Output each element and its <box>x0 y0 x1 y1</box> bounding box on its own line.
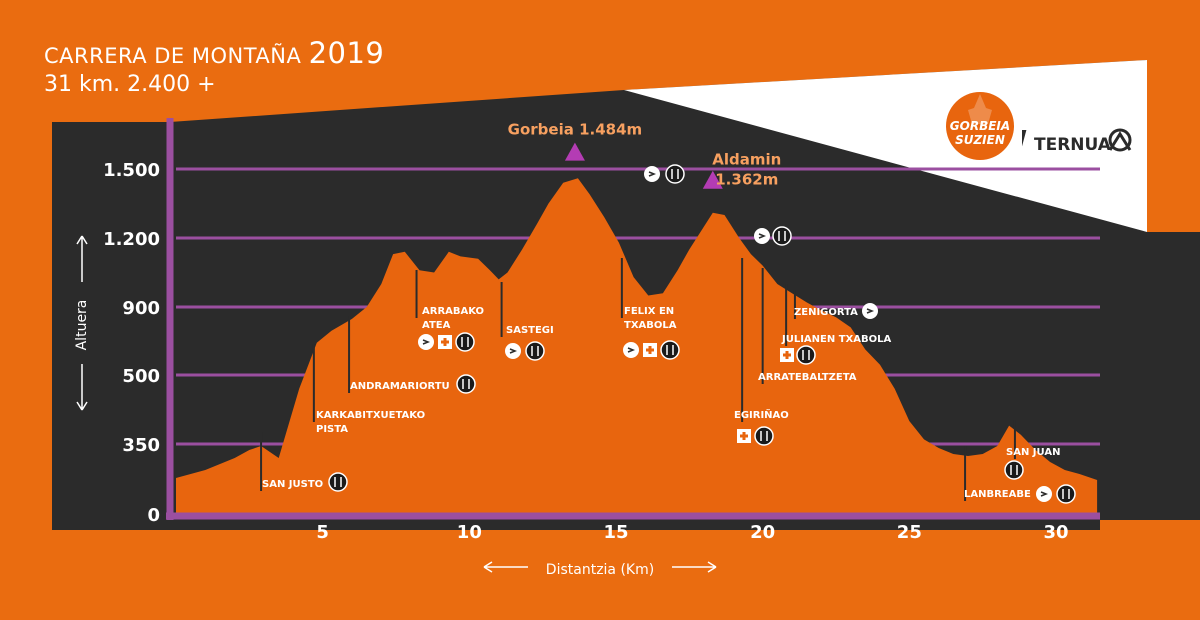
checkpoint-arrow <box>627 347 636 353</box>
up-arrow-icon <box>76 235 88 282</box>
x-tick-label: 25 <box>897 522 922 543</box>
checkpoint-arrow <box>758 233 767 239</box>
first-aid-cross <box>646 346 654 354</box>
ternua-logo: TERNUA <box>1022 128 1132 155</box>
logo-line1: GORBEIA <box>950 119 1010 133</box>
left-arrow-icon <box>483 561 528 573</box>
poi-label: EGIRIÑAO <box>734 408 789 421</box>
page-subtitle: 31 km. 2.400 + <box>44 72 216 97</box>
x-tick-label: 5 <box>316 522 329 543</box>
first-aid-cross <box>783 351 791 359</box>
logo-wedge <box>624 60 1147 232</box>
y-tick-label: 900 <box>122 298 160 319</box>
poi-label: SAN JUSTO <box>262 479 323 490</box>
title-main: CARRERA DE MONTAÑA <box>44 44 302 68</box>
food-icon <box>1004 460 1024 480</box>
y-tick-label: 500 <box>122 366 160 387</box>
peak-value-label: 1.362m <box>715 171 778 189</box>
poi-label: SAN JUAN <box>1006 447 1060 458</box>
poi-label: SASTEGI <box>506 325 554 336</box>
food-utensils <box>462 379 470 389</box>
food-utensils <box>802 350 810 360</box>
x-axis-title: Distantzia (Km) <box>546 562 654 578</box>
x-tick-label: 30 <box>1043 522 1068 543</box>
x-tick-label: 20 <box>750 522 775 543</box>
y-tick-label: 350 <box>122 435 160 456</box>
food-icon <box>660 340 680 360</box>
food-utensils <box>778 231 786 241</box>
sponsor-name: TERNUA <box>1034 135 1112 155</box>
food-utensils <box>1010 465 1018 475</box>
checkpoint-arrow <box>1040 491 1049 497</box>
food-icon <box>455 332 475 352</box>
poi-label: ZENIGORTA <box>794 307 858 318</box>
food-icon <box>754 426 774 446</box>
poi-label: FELIX EN <box>624 306 674 317</box>
peak-marker-icon <box>702 170 723 189</box>
checkpoint-arrow <box>509 348 518 354</box>
food-icon <box>1056 484 1076 504</box>
poi-label: KARKABITXUETAKO <box>316 410 425 421</box>
poi-label: ANDRAMARIORTU <box>350 381 450 392</box>
food-icon <box>525 341 545 361</box>
down-arrow-icon <box>76 364 88 411</box>
y-tick-label: 1.500 <box>103 160 160 181</box>
gorbeia-suzien-logo: GORBEIA SUZIEN <box>946 92 1014 160</box>
first-aid-cross <box>441 338 449 346</box>
food-icon <box>796 345 816 365</box>
checkpoint-arrow <box>422 339 431 345</box>
peak-label: Gorbeia 1.484m <box>508 121 643 139</box>
food-icon <box>665 164 685 184</box>
food-utensils <box>760 431 768 441</box>
poi-label-line2: PISTA <box>316 424 348 435</box>
food-icon <box>328 472 348 492</box>
food-icon <box>772 226 792 246</box>
checkpoint-arrow <box>866 308 875 314</box>
y-axis-title: Altuera <box>74 300 90 351</box>
x-tick-label: 10 <box>457 522 482 543</box>
food-utensils <box>1062 489 1070 499</box>
poi-label: LANBREABE <box>964 489 1031 500</box>
page-title: CARRERA DE MONTAÑA 2019 <box>44 36 384 70</box>
peak-label: Aldamin <box>712 151 781 169</box>
title-year: 2019 <box>308 36 385 70</box>
poi-label: ARRATEBALTZETA <box>758 372 857 383</box>
food-icon <box>456 374 476 394</box>
food-utensils <box>461 337 469 347</box>
poi-label-line2: TXABOLA <box>624 320 677 331</box>
right-arrow-icon <box>672 561 717 573</box>
food-utensils <box>531 346 539 356</box>
first-aid-cross <box>740 432 748 440</box>
poi-label-line2: ATEA <box>422 320 451 331</box>
x-tick-label: 15 <box>603 522 628 543</box>
peak-marker-icon <box>564 142 585 161</box>
food-utensils <box>671 169 679 179</box>
checkpoint-arrow <box>648 171 657 177</box>
y-tick-label: 0 <box>147 505 160 526</box>
poi-label: JULIANEN TXABOLA <box>781 334 891 345</box>
food-utensils <box>334 477 342 487</box>
logo-line2: SUZIEN <box>955 133 1005 147</box>
y-tick-label: 1.200 <box>103 229 160 250</box>
food-utensils <box>666 345 674 355</box>
poi-label: ARRABAKO <box>422 306 484 317</box>
